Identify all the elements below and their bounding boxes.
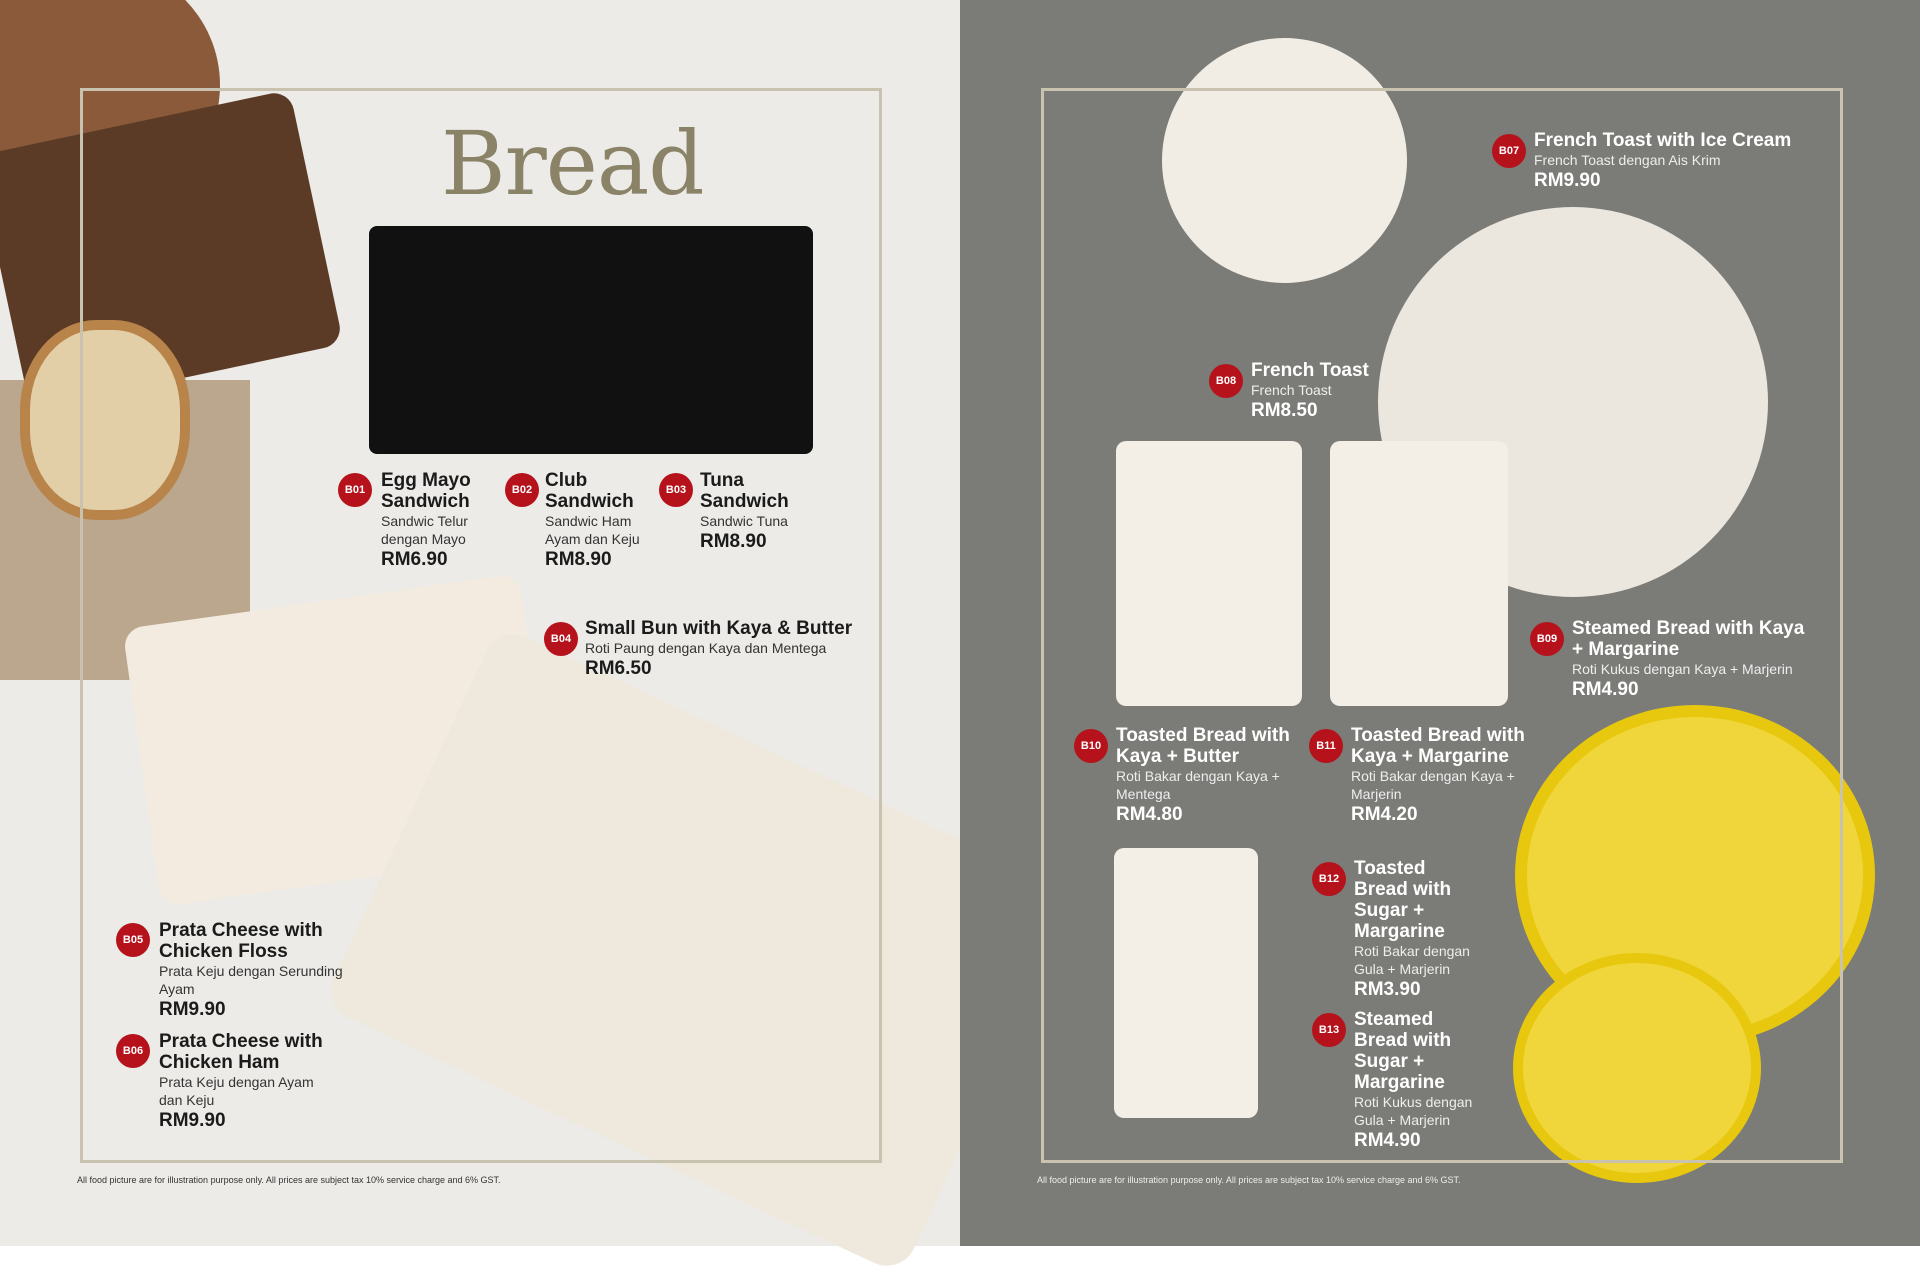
- footnote-left: All food picture are for illustration pu…: [77, 1175, 501, 1185]
- menu-item-b13: B13 Steamed Bread with Sugar + Margarine…: [1312, 1009, 1492, 1153]
- item-name: French Toast: [1251, 360, 1369, 381]
- item-price: RM4.90: [1354, 1130, 1421, 1151]
- item-price: RM6.50: [585, 658, 652, 679]
- item-name: Steamed Bread with Sugar + Margarine: [1354, 1009, 1452, 1093]
- item-code-badge: B11: [1309, 729, 1343, 763]
- item-price: RM4.20: [1351, 804, 1418, 825]
- sandwich-plate-image: [369, 226, 813, 454]
- item-name: Toasted Bread with Sugar + Margarine: [1354, 858, 1452, 942]
- menu-item-b10: B10 Toasted Bread with Kaya + Butter Roti…: [1074, 725, 1304, 827]
- item-subtitle: Roti Bakar dengan Kaya + Mentega: [1116, 768, 1280, 802]
- item-price: RM8.90: [545, 549, 612, 570]
- item-code-badge: B10: [1074, 729, 1108, 763]
- item-code-badge: B13: [1312, 1013, 1346, 1047]
- item-subtitle: Sandwic Ham Ayam dan Keju: [545, 513, 640, 547]
- menu-item-b12: B12 Toasted Bread with Sugar + Margarine…: [1312, 858, 1492, 1002]
- item-subtitle: French Toast: [1251, 382, 1332, 398]
- item-subtitle: Roti Bakar dengan Gula + Marjerin: [1354, 943, 1470, 977]
- toast-kaya-butter-image: [1116, 441, 1302, 706]
- item-code-badge: B08: [1209, 364, 1243, 398]
- item-subtitle: Sandwic Tuna: [700, 513, 788, 529]
- page-title: Bread: [441, 112, 705, 215]
- menu-item-b07: B07 French Toast with Ice Cream French To…: [1492, 130, 1812, 193]
- steamed-sugar-plate-image: [1513, 953, 1761, 1183]
- item-price: RM9.90: [159, 999, 226, 1020]
- bread-slice-image: [20, 320, 190, 520]
- item-price: RM9.90: [159, 1110, 226, 1131]
- item-code-badge: B12: [1312, 862, 1346, 896]
- item-code-badge: B06: [116, 1034, 150, 1068]
- french-toast-plate-image: [1162, 38, 1407, 283]
- item-price: RM8.90: [700, 531, 767, 552]
- item-price: RM6.90: [381, 549, 448, 570]
- item-name: Prata Cheese with Chicken Ham: [159, 1031, 323, 1073]
- menu-item-b06: B06 Prata Cheese with Chicken Ham Prata K…: [116, 1031, 366, 1133]
- menu-item-b05: B05 Prata Cheese with Chicken Floss Prata…: [116, 920, 366, 1022]
- menu-item-b01: B01 Egg Mayo Sandwich Sandwic Telur denga…: [338, 470, 488, 572]
- left-page: [0, 0, 1079, 1276]
- menu-item-b02: B02 Club Sandwich Sandwic Ham Ayam dan Ke…: [505, 470, 655, 572]
- right-frame: [1041, 88, 1843, 1163]
- footnote-right: All food picture are for illustration pu…: [1037, 1175, 1461, 1185]
- item-code-badge: B09: [1530, 622, 1564, 656]
- item-code-badge: B07: [1492, 134, 1526, 168]
- item-name: Tuna Sandwich: [700, 470, 789, 512]
- menu-item-b08: B08 French Toast French Toast RM8.50: [1209, 360, 1409, 423]
- menu-item-b11: B11 Toasted Bread with Kaya + Margarine R…: [1309, 725, 1539, 827]
- item-subtitle: Prata Keju dengan Serunding Ayam: [159, 963, 343, 997]
- toast-kaya-margarine-image: [1330, 441, 1508, 706]
- item-code-badge: B02: [505, 473, 539, 507]
- item-name: Toasted Bread with Kaya + Margarine: [1351, 725, 1525, 767]
- left-frame: [80, 88, 882, 1163]
- item-code-badge: B01: [338, 473, 372, 507]
- item-name: Small Bun with Kaya & Butter: [585, 618, 853, 639]
- item-name: Egg Mayo Sandwich: [381, 470, 471, 512]
- item-price: RM3.90: [1354, 979, 1421, 1000]
- item-name: French Toast with Ice Cream: [1534, 130, 1792, 151]
- item-code-badge: B03: [659, 473, 693, 507]
- item-name: Toasted Bread with Kaya + Butter: [1116, 725, 1290, 767]
- item-price: RM4.80: [1116, 804, 1183, 825]
- item-name: Prata Cheese with Chicken Floss: [159, 920, 323, 962]
- menu-item-b09: B09 Steamed Bread with Kaya + Margarine R…: [1530, 618, 1810, 702]
- item-subtitle: Roti Bakar dengan Kaya + Marjerin: [1351, 768, 1515, 802]
- right-page: [960, 0, 1920, 1246]
- item-code-badge: B04: [544, 622, 578, 656]
- item-subtitle: Prata Keju dengan Ayam dan Keju: [159, 1074, 314, 1108]
- sugar-toast-image: [1114, 848, 1258, 1118]
- item-price: RM8.50: [1251, 400, 1318, 421]
- menu-item-b04: B04 Small Bun with Kaya & Butter Roti Pau…: [544, 618, 874, 681]
- item-price: RM9.90: [1534, 170, 1601, 191]
- item-code-badge: B05: [116, 923, 150, 957]
- item-subtitle: Roti Paung dengan Kaya dan Mentega: [585, 640, 827, 656]
- item-subtitle: Roti Kukus dengan Kaya + Marjerin: [1572, 661, 1793, 677]
- item-price: RM4.90: [1572, 679, 1639, 700]
- item-name: Club Sandwich: [545, 470, 634, 512]
- item-subtitle: French Toast dengan Ais Krim: [1534, 152, 1721, 168]
- item-subtitle: Roti Kukus dengan Gula + Marjerin: [1354, 1094, 1473, 1128]
- item-name: Steamed Bread with Kaya + Margarine: [1572, 618, 1805, 660]
- item-subtitle: Sandwic Telur dengan Mayo: [381, 513, 468, 547]
- menu-item-b03: B03 Tuna Sandwich Sandwic Tuna RM8.90: [659, 470, 809, 554]
